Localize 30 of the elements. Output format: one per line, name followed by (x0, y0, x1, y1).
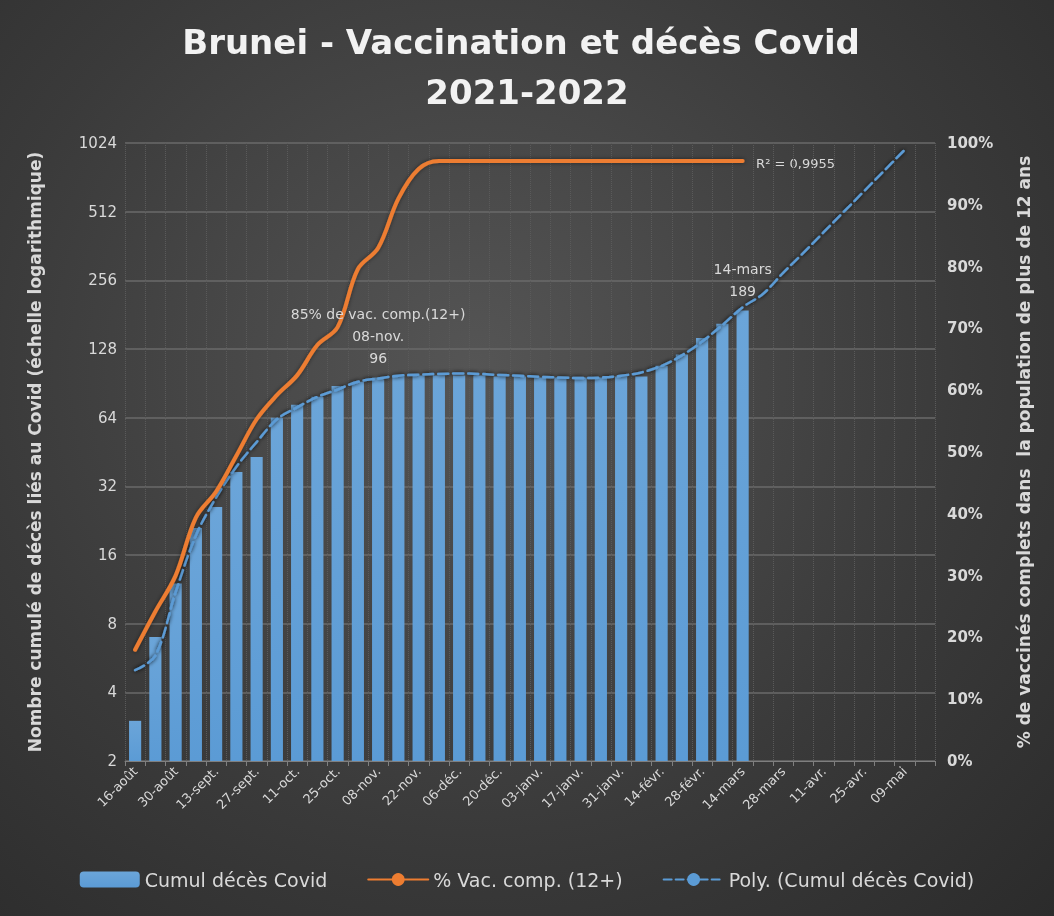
y-axis-title: Nombre cumulé de décès liés au Covid (échelle logarithmique) (24, 151, 45, 753)
y2-tick-label: 50% (947, 443, 983, 461)
y-tick-label: 8 (107, 614, 117, 633)
y-tick-label: 512 (88, 202, 117, 221)
y2-tick-label: 100% (947, 134, 994, 152)
y-tick-label: 64 (97, 408, 117, 427)
line-series (133, 148, 906, 672)
y-tick-label: 1024 (78, 134, 117, 152)
y2-tick-label: 90% (947, 195, 983, 214)
y-tick-label: 128 (88, 340, 117, 358)
legend-label: % Vac. comp. (12+) (433, 868, 623, 891)
y2-tick-label: 70% (947, 319, 983, 338)
y2-tick-label: 30% (947, 566, 983, 585)
y-tick-label: 256 (88, 271, 117, 290)
y2-tick-label: 20% (947, 628, 983, 647)
chart-title: Brunei - Vaccination et décès Covid 2021-2022 (182, 22, 872, 112)
y-tick-label: 4 (107, 683, 117, 702)
y2-tick-label: 0% (947, 752, 973, 770)
y-tick-label: 2 (107, 752, 117, 770)
annotation: 14-mars 189 (713, 261, 772, 300)
annotation: R² = 0,9955 (756, 156, 835, 171)
y2-tick-label: 60% (947, 381, 983, 400)
legend-label: Cumul décès Covid (144, 868, 328, 891)
y-tick-label: 16 (97, 546, 117, 564)
legend-label: Poly. (Cumul décès Covid) (728, 868, 975, 891)
y2-tick-label: 80% (947, 257, 983, 276)
y2-tick-label: 10% (947, 690, 983, 709)
y2-axis-title: % de vaccinés complets dans la population de plus de 12 ans (1013, 155, 1034, 749)
y2-tick-label: 40% (947, 504, 983, 523)
y-tick-label: 32 (97, 477, 117, 496)
